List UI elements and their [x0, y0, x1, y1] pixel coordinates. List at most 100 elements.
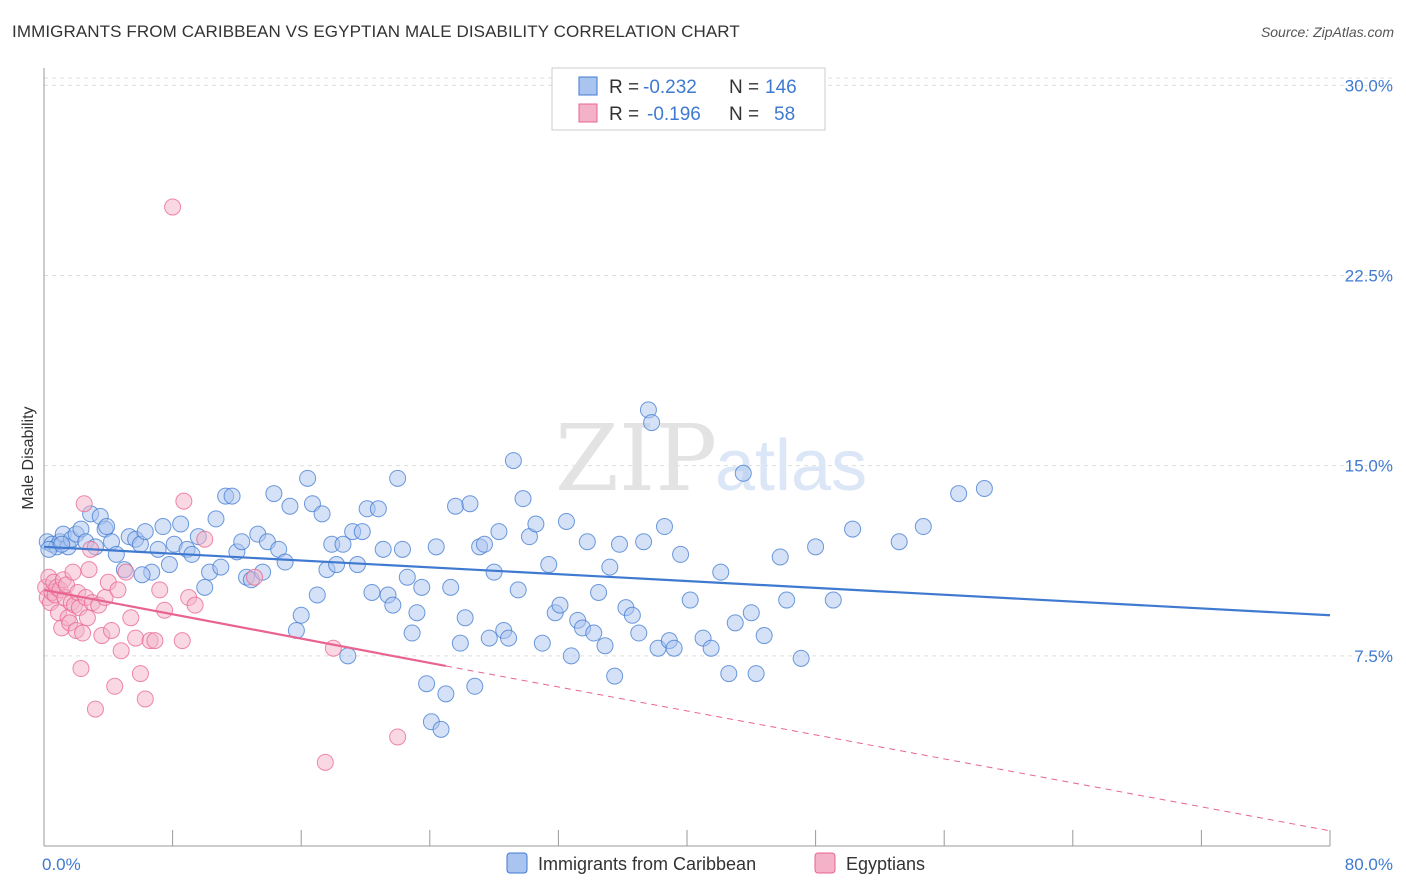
point-caribbean [490, 523, 508, 541]
point-caribbean [107, 545, 125, 563]
point-caribbean [630, 624, 648, 642]
point-caribbean [389, 469, 407, 487]
point-caribbean [514, 490, 532, 508]
point-caribbean [635, 533, 653, 551]
point-egyptian [186, 596, 204, 614]
point-caribbean [207, 510, 225, 528]
legend-n-label-2: N = [729, 104, 759, 125]
series-egyptians [37, 198, 407, 771]
point-caribbean [596, 637, 614, 655]
point-caribbean [792, 649, 810, 667]
point-caribbean [432, 720, 450, 738]
point-caribbean [149, 540, 167, 558]
point-egyptian [246, 568, 264, 586]
point-caribbean [844, 520, 862, 538]
watermark: ZIP atlas [555, 405, 867, 512]
point-caribbean [720, 665, 738, 683]
point-caribbean [334, 535, 352, 553]
point-caribbean [623, 606, 641, 624]
point-egyptian [196, 530, 214, 548]
bottom-legend: Immigrants from Caribbean Egyptians [506, 852, 925, 874]
point-caribbean [504, 452, 522, 470]
point-caribbean [606, 667, 624, 685]
point-caribbean [742, 604, 760, 622]
x-tick-label-start: 0.0% [42, 855, 81, 874]
point-caribbean [172, 515, 190, 533]
point-egyptian [164, 198, 182, 216]
point-egyptian [122, 609, 140, 627]
point-egyptian [74, 624, 92, 642]
point-egyptian [109, 581, 127, 599]
point-caribbean [328, 556, 346, 574]
source-label: Source: ZipAtlas.com [1260, 24, 1394, 40]
point-caribbean [807, 538, 825, 556]
point-egyptian [72, 660, 90, 678]
point-caribbean [755, 627, 773, 645]
point-caribbean [363, 583, 381, 601]
legend-r-value-1: -0.232 [643, 77, 697, 98]
point-caribbean [557, 512, 575, 530]
point-caribbean [527, 515, 545, 533]
point-caribbean [418, 675, 436, 693]
bottom-legend-label-egyptians: Egyptians [846, 854, 925, 874]
legend-swatch-blue [578, 76, 598, 96]
point-caribbean [540, 556, 558, 574]
point-caribbean [308, 586, 326, 604]
point-caribbean [223, 487, 241, 505]
point-egyptian [131, 665, 149, 683]
point-egyptian [127, 629, 145, 647]
point-caribbean [196, 578, 214, 596]
point-caribbean [712, 563, 730, 581]
trend-lines [43, 545, 1331, 832]
point-egyptian [146, 632, 164, 650]
point-caribbean [160, 556, 178, 574]
point-egyptian [136, 690, 154, 708]
point-caribbean [447, 497, 465, 515]
point-egyptian [103, 621, 121, 639]
point-caribbean [369, 500, 387, 518]
point-caribbean [771, 548, 789, 566]
point-caribbean [403, 624, 421, 642]
point-caribbean [950, 485, 968, 503]
point-caribbean [276, 553, 294, 571]
point-caribbean [655, 518, 673, 536]
point-caribbean [265, 485, 283, 503]
point-egyptian [80, 561, 98, 579]
point-caribbean [313, 505, 331, 523]
point-egyptian [106, 677, 124, 695]
series-caribbean [38, 401, 993, 738]
point-egyptian [78, 609, 96, 627]
point-caribbean [53, 535, 71, 553]
y-tick-label: 30.0% [1345, 76, 1393, 95]
point-egyptian [156, 601, 174, 619]
legend-box: R = -0.232 N = 146 R = -0.196 N = 58 [551, 67, 826, 131]
legend-n-value-1: 146 [765, 77, 797, 98]
point-egyptian [64, 563, 82, 581]
point-egyptian [117, 563, 135, 581]
legend-n-label-1: N = [729, 77, 759, 98]
bottom-legend-label-caribbean: Immigrants from Caribbean [538, 854, 756, 874]
legend-r-label-1: R = [609, 77, 639, 98]
point-caribbean [442, 578, 460, 596]
point-caribbean [914, 518, 932, 536]
point-caribbean [451, 634, 469, 652]
point-caribbean [734, 464, 752, 482]
point-egyptian [86, 700, 104, 718]
point-caribbean [427, 538, 445, 556]
point-caribbean [726, 614, 744, 632]
point-caribbean [533, 634, 551, 652]
y-tick-label: 22.5% [1345, 267, 1393, 286]
point-caribbean [551, 596, 569, 614]
point-egyptian [112, 642, 130, 660]
point-caribbean [154, 518, 172, 536]
watermark-atlas: atlas [715, 426, 867, 506]
legend-r-label-2: R = [609, 104, 639, 125]
y-tick-label: 15.0% [1345, 457, 1393, 476]
point-caribbean [281, 497, 299, 515]
point-caribbean [475, 535, 493, 553]
point-egyptian [389, 728, 407, 746]
point-caribbean [339, 647, 357, 665]
point-caribbean [374, 540, 392, 558]
trendline-egyptians-extrapolated [445, 665, 1331, 832]
